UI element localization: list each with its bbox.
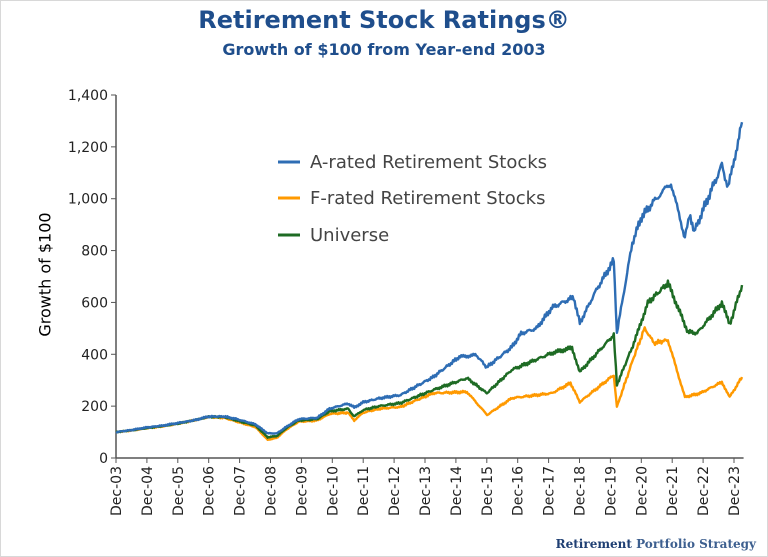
x-tick-label: Dec-03 — [109, 466, 125, 516]
x-tick-label: Dec-09 — [294, 466, 310, 516]
x-tick-label: Dec-05 — [171, 466, 187, 516]
x-tick-label: Dec-12 — [387, 466, 403, 516]
x-tick-label: Dec-13 — [418, 466, 434, 516]
x-tick-label: Dec-22 — [696, 466, 712, 516]
y-tick-label: 1,400 — [68, 88, 108, 104]
x-tick-label: Dec-10 — [325, 466, 341, 516]
logo-part2: Portfolio Strategy — [636, 537, 756, 551]
x-tick-label: Dec-19 — [603, 466, 619, 516]
x-tick-label: Dec-23 — [727, 466, 743, 516]
x-tick-label: Dec-11 — [356, 466, 372, 516]
legend-label: F-rated Retirement Stocks — [310, 188, 545, 209]
series-line-a-rated-retirement-stocks — [115, 121, 744, 435]
x-tick-label: Dec-16 — [511, 466, 527, 516]
logo: Retirement Portfolio Strategy — [556, 537, 756, 551]
y-tick-label: 1,200 — [68, 140, 108, 156]
series-line-universe — [115, 279, 744, 439]
chart-title: Retirement Stock Ratings® — [198, 6, 570, 34]
series-line-f-rated-retirement-stocks — [115, 326, 744, 441]
x-tick-label: Dec-06 — [202, 466, 218, 516]
legend-label: A-rated Retirement Stocks — [310, 152, 547, 173]
y-tick-label: 800 — [81, 244, 108, 260]
x-tick-label: Dec-17 — [542, 466, 558, 516]
x-tick-label: Dec-08 — [264, 466, 280, 516]
chart-subtitle: Growth of $100 from Year-end 2003 — [222, 40, 546, 59]
x-tick-label: Dec-04 — [140, 466, 156, 516]
legend-label: Universe — [310, 225, 389, 246]
x-tick-label: Dec-15 — [480, 466, 496, 516]
y-tick-label: 1,000 — [68, 192, 108, 208]
y-tick-label: 0 — [99, 451, 108, 467]
x-tick-label: Dec-18 — [573, 466, 589, 516]
y-tick-label: 200 — [81, 399, 108, 415]
x-tick-label: Dec-14 — [449, 466, 465, 516]
y-tick-label: 600 — [81, 295, 108, 311]
logo-part1: Retirement — [555, 537, 632, 551]
x-tick-label: Dec-21 — [665, 466, 681, 516]
x-tick-label: Dec-20 — [634, 466, 650, 516]
x-tick-label: Dec-07 — [233, 466, 249, 516]
y-tick-label: 400 — [81, 347, 108, 363]
